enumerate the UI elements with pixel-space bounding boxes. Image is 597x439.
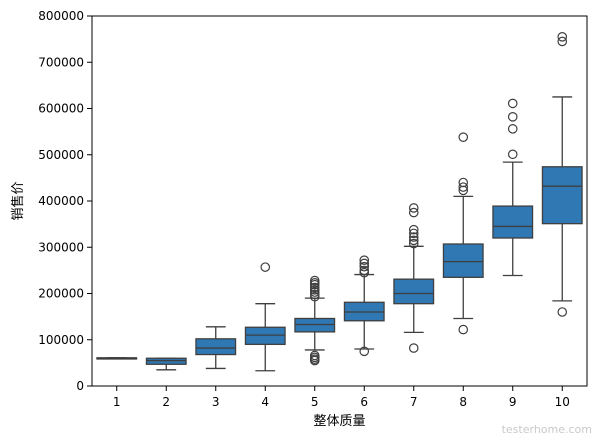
outlier-point bbox=[408, 343, 419, 353]
x-tick-label: 1 bbox=[113, 395, 121, 409]
outlier-point bbox=[309, 282, 320, 293]
x-tick-label: 6 bbox=[360, 395, 368, 409]
box-iqr bbox=[541, 166, 583, 225]
box-iqr bbox=[244, 326, 286, 346]
outlier-point bbox=[260, 262, 271, 272]
outlier-point bbox=[458, 324, 469, 335]
box-iqr bbox=[145, 357, 187, 365]
y-tick-label: 700000 bbox=[38, 55, 84, 69]
x-tick-label: 3 bbox=[212, 395, 220, 409]
box-iqr bbox=[492, 205, 534, 239]
outlier-point bbox=[309, 275, 320, 286]
outlier-point bbox=[458, 177, 469, 188]
box-group-6 bbox=[343, 255, 385, 357]
y-tick-label: 500000 bbox=[38, 148, 84, 162]
box-group-2 bbox=[145, 357, 187, 371]
outlier-point bbox=[408, 235, 419, 246]
x-tick-label: 2 bbox=[162, 395, 170, 409]
outlier-point bbox=[309, 350, 320, 361]
outlier-point bbox=[557, 307, 568, 317]
outlier-point bbox=[408, 224, 419, 235]
x-tick-label: 4 bbox=[261, 395, 269, 409]
x-tick-label: 10 bbox=[555, 395, 570, 409]
box-iqr bbox=[442, 243, 484, 278]
box-group-8 bbox=[442, 132, 484, 335]
y-tick-label: 400000 bbox=[38, 194, 84, 208]
outlier-point bbox=[458, 182, 469, 192]
box-group-1 bbox=[96, 357, 138, 360]
box-group-7 bbox=[393, 203, 435, 353]
x-tick-label: 7 bbox=[410, 395, 418, 409]
outlier-point bbox=[408, 232, 419, 242]
x-axis: 1 2 3 4 5 6 7 8 9 10 bbox=[113, 386, 570, 409]
x-tick-label: 5 bbox=[311, 395, 319, 409]
outlier-point bbox=[359, 265, 370, 276]
y-tick-label: 300000 bbox=[38, 240, 84, 254]
y-tick-label: 100000 bbox=[38, 333, 84, 347]
box-group-4 bbox=[244, 262, 286, 372]
y-tick-label: 200000 bbox=[38, 287, 84, 301]
outlier-point bbox=[359, 258, 370, 269]
box-group-3 bbox=[195, 326, 237, 370]
box-iqr bbox=[195, 338, 237, 356]
outlier-point bbox=[507, 124, 518, 134]
outlier-point bbox=[507, 98, 518, 109]
y-tick-label: 0 bbox=[76, 379, 84, 393]
y-tick-label: 800000 bbox=[38, 9, 84, 23]
watermark-text: testerhome.com bbox=[502, 423, 592, 436]
box-iqr bbox=[393, 278, 435, 305]
outlier-point bbox=[408, 228, 419, 239]
x-tick-label: 9 bbox=[509, 395, 517, 409]
y-axis: 0 100000 200000 300000 400000 500000 600000 700… bbox=[38, 9, 92, 393]
box-group-5 bbox=[294, 275, 336, 366]
outlier-point bbox=[557, 36, 568, 47]
outlier-point bbox=[507, 149, 518, 160]
outlier-point bbox=[359, 261, 370, 272]
outlier-point bbox=[408, 207, 419, 218]
outlier-point bbox=[408, 203, 419, 213]
x-tick-label: 8 bbox=[459, 395, 467, 409]
y-axis-label: 销售价 bbox=[10, 181, 26, 220]
outlier-point bbox=[359, 255, 370, 265]
box-group-10 bbox=[541, 32, 583, 317]
outlier-point bbox=[359, 346, 370, 357]
outlier-point bbox=[408, 238, 419, 249]
outlier-point bbox=[557, 32, 568, 42]
box-iqr bbox=[294, 317, 336, 333]
outlier-point bbox=[507, 112, 518, 122]
box-group-9 bbox=[492, 98, 534, 277]
plot-area bbox=[96, 32, 583, 372]
y-tick-label: 600000 bbox=[38, 102, 84, 116]
x-axis-label: 整体质量 bbox=[313, 414, 365, 429]
outlier-point bbox=[458, 132, 469, 142]
